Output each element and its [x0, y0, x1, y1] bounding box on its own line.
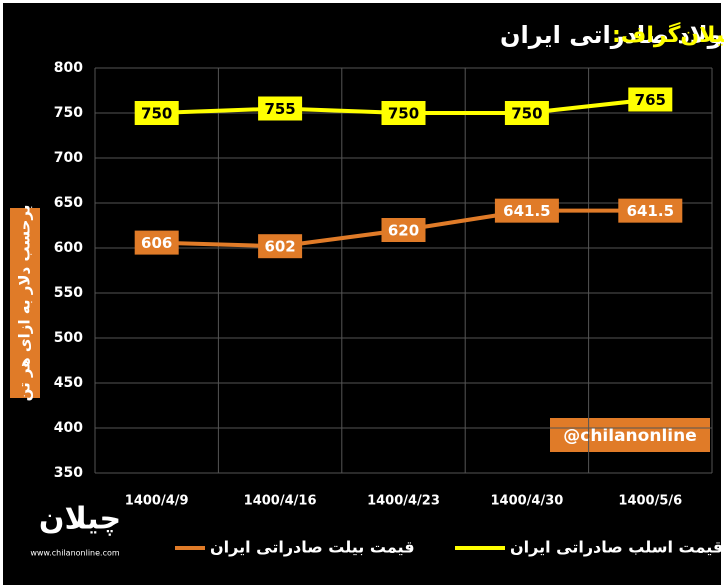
data-label: 641.5	[503, 202, 550, 220]
x-tick-label: 1400/4/30	[490, 494, 563, 509]
data-label: 606	[141, 234, 172, 252]
logo-name: چیلان	[39, 502, 121, 537]
data-label-box	[381, 101, 426, 125]
legend-label: قیمت اسلب صادراتی ایران	[510, 538, 723, 557]
data-label-box	[134, 230, 179, 255]
data-label-box	[628, 87, 673, 112]
data-label: 750	[388, 105, 419, 123]
y-tick-label: 450	[54, 375, 83, 391]
data-label-box	[618, 198, 683, 223]
y-tick-label: 400	[54, 420, 83, 436]
x-tick-label: 1400/4/9	[125, 494, 189, 509]
data-label: 755	[264, 100, 295, 118]
y-tick-label: 600	[54, 240, 83, 256]
brand: چیلان‌گراف:	[612, 21, 724, 48]
y-axis-label: برحسب دلار به ازای هر تن	[16, 205, 34, 402]
chart-title: روند قیمت فولاد صادراتی ایران	[500, 21, 724, 49]
data-label: 602	[264, 238, 295, 256]
y-tick-label: 550	[54, 285, 83, 301]
data-label: 641.5	[627, 202, 674, 220]
legend-label: قیمت بیلت صادراتی ایران	[210, 538, 415, 557]
data-label-box	[258, 96, 303, 121]
watermark: @chilanonline	[563, 426, 696, 446]
x-tick-label: 1400/5/6	[618, 494, 682, 509]
y-tick-label: 500	[54, 330, 83, 346]
data-label: 765	[635, 91, 666, 109]
data-label: 620	[388, 222, 419, 240]
data-label-box	[494, 198, 559, 223]
data-label-box	[504, 101, 549, 125]
y-tick-label: 700	[54, 150, 83, 166]
watermark-box	[550, 418, 710, 452]
x-tick-label: 1400/4/16	[244, 494, 317, 509]
y-label-box	[10, 208, 40, 398]
x-tick-label: 1400/4/23	[367, 494, 440, 509]
data-label-box	[381, 218, 426, 242]
logo-url: www.chilanonline.com	[30, 549, 120, 558]
y-tick-label: 650	[54, 195, 83, 211]
y-tick-label: 750	[54, 105, 83, 121]
data-label-box	[134, 101, 179, 125]
background	[3, 3, 721, 585]
data-label: 750	[511, 105, 542, 123]
data-label-box	[258, 234, 303, 259]
y-tick-label: 800	[54, 60, 83, 76]
data-label: 750	[141, 105, 172, 123]
y-tick-label: 350	[54, 465, 83, 481]
